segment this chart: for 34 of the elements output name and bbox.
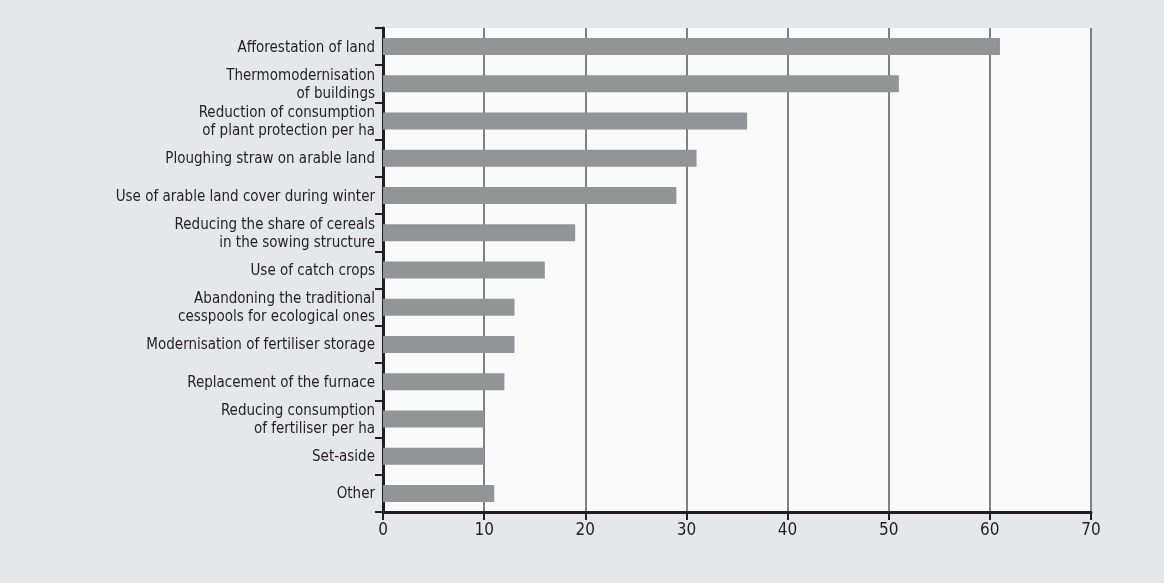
bar xyxy=(383,187,677,205)
bar xyxy=(383,373,505,391)
bar xyxy=(383,75,899,93)
bar xyxy=(383,410,485,428)
x-tick-label: 40 xyxy=(777,518,798,539)
bar xyxy=(383,38,1000,56)
bar xyxy=(383,298,515,316)
bar xyxy=(383,261,545,279)
y-tick-label: Afforestation of land xyxy=(237,37,375,56)
x-tick-label: 20 xyxy=(575,518,596,539)
y-tick-label: Use of arable land cover during winter xyxy=(115,186,376,205)
y-tick-label: Reduction of consumption of plant protection per ha xyxy=(198,103,375,140)
bar xyxy=(383,224,576,242)
bar xyxy=(383,149,697,167)
y-tick-label: Use of catch crops xyxy=(250,261,375,279)
y-tick-label: Ploughing straw on arable land xyxy=(165,149,375,168)
y-tick-label: Set-aside xyxy=(312,447,375,466)
bar xyxy=(383,447,485,465)
bar xyxy=(383,112,748,130)
x-tick-label: 30 xyxy=(676,518,697,539)
y-tick-label: Other xyxy=(336,484,376,503)
x-tick-label: 10 xyxy=(474,518,494,539)
x-tick-label: 50 xyxy=(878,518,899,539)
y-tick-label: Modernisation of fertiliser storage xyxy=(146,335,375,354)
bar xyxy=(383,335,515,353)
y-tick-label: Abandoning the traditional cesspools for ecological ones xyxy=(178,289,375,326)
y-tick-label: Reducing consumption of fertiliser per ha xyxy=(220,400,375,437)
x-tick-label: 0 xyxy=(378,518,388,539)
x-tick-label: 60 xyxy=(980,518,1000,539)
y-tick-label: Thermomodernisation of buildings xyxy=(225,65,375,102)
y-tick-label: Replacement of the furnace xyxy=(187,372,375,391)
bar xyxy=(383,484,495,502)
x-tick-label: 70 xyxy=(1081,518,1101,539)
y-tick-label: Reducing the share of cereals in the sowing structure xyxy=(174,214,375,251)
